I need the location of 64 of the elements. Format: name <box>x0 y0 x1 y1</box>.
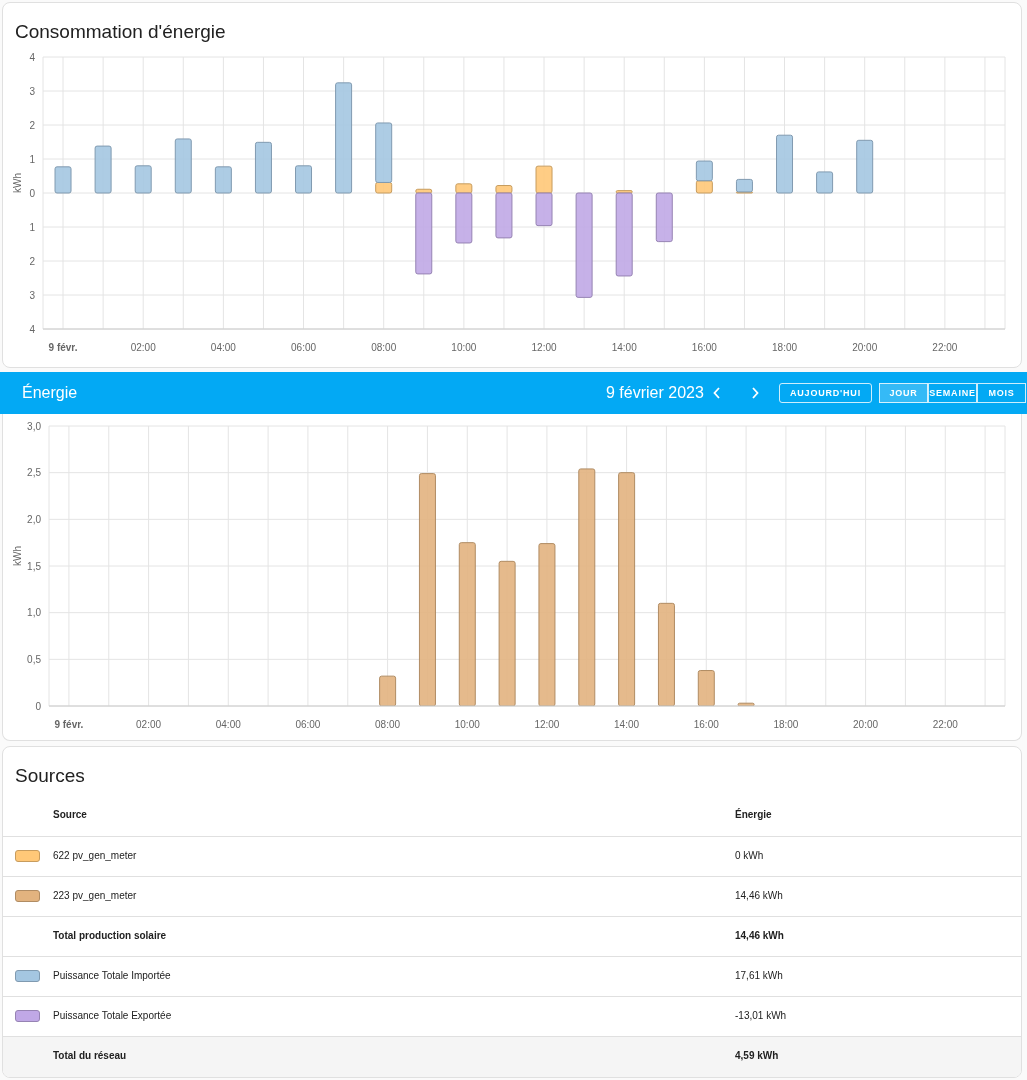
x-tick-label: 14:00 <box>614 719 640 730</box>
x-tick-label: 22:00 <box>932 342 958 353</box>
x-tick-label: 06:00 <box>295 719 321 730</box>
text: Puissance Totale Exportée <box>53 1010 172 1021</box>
y-tick-label: 1 <box>29 221 36 233</box>
text: 14,46 kWh <box>735 890 783 901</box>
y-tick-label: 1 <box>29 153 36 165</box>
text: Énergie <box>735 809 772 820</box>
y-tick-label: 2 <box>29 119 36 131</box>
x-tick-label: 22:00 <box>932 719 959 730</box>
y-tick-label: 3 <box>29 85 36 97</box>
x-tick-label: 06:00 <box>291 342 317 353</box>
y-axis-title: kWh <box>11 173 23 193</box>
y-tick-label: 4 <box>29 323 36 335</box>
x-tick-label: 08:00 <box>371 342 397 353</box>
text: 14,46 kWh <box>735 930 784 941</box>
y-tick-label: 3 <box>29 289 36 301</box>
x-tick-label: 10:00 <box>454 719 481 730</box>
x-tick-label: 12:00 <box>534 719 560 730</box>
y-tick-label: 2,5 <box>27 467 42 479</box>
chart-title: Énergie <box>22 384 78 402</box>
x-tick-label: 04:00 <box>215 719 242 730</box>
text: 17,61 kWh <box>735 970 783 981</box>
y-tick-label: 4 <box>29 51 36 63</box>
text: JOUR <box>879 383 928 403</box>
text: AUJOURD'HUI <box>779 383 872 403</box>
x-tick-label: 12:00 <box>531 342 557 353</box>
y-tick-label: 0,5 <box>27 653 42 665</box>
x-tick-label: 14:00 <box>611 342 638 353</box>
x-tick-label: 10:00 <box>451 342 477 353</box>
text: MOIS <box>977 383 1026 403</box>
y-tick-label: 1,0 <box>27 607 42 619</box>
text: 0 kWh <box>735 850 764 861</box>
x-tick-label: 18:00 <box>772 342 798 353</box>
y-axis-title: kWh <box>11 546 23 566</box>
text: Total du réseau <box>53 1050 127 1061</box>
x-tick-label: 20:00 <box>852 342 878 353</box>
text: Puissance Totale Importée <box>53 970 171 981</box>
text: 622 pv_gen_meter <box>53 850 137 861</box>
x-tick-label: 9 févr. <box>54 719 84 730</box>
y-tick-label: 2,0 <box>27 513 42 525</box>
text: 223 pv_gen_meter <box>53 890 137 901</box>
y-tick-label: 0 <box>29 187 36 199</box>
text: Source <box>53 809 87 820</box>
chart-subtitle: 9 février 2023 <box>606 384 704 402</box>
x-tick-label: 02:00 <box>130 342 157 353</box>
x-tick-label: 20:00 <box>853 719 879 730</box>
text: -13,01 kWh <box>735 1010 787 1021</box>
y-tick-label: 0 <box>35 700 42 712</box>
text: SEMAINE <box>928 383 977 403</box>
text: Sources <box>15 765 85 787</box>
x-tick-label: 9 févr. <box>48 342 78 353</box>
y-tick-label: 2 <box>29 255 36 267</box>
chart-title: Consommation d'énergie <box>15 21 226 43</box>
text: Total production solaire <box>53 930 167 941</box>
x-tick-label: 16:00 <box>691 342 718 353</box>
x-tick-label: 16:00 <box>693 719 720 730</box>
y-tick-label: 1,5 <box>27 560 42 572</box>
x-tick-label: 18:00 <box>773 719 799 730</box>
x-tick-label: 04:00 <box>210 342 237 353</box>
x-tick-label: 02:00 <box>136 719 162 730</box>
text: 4,59 kWh <box>735 1050 779 1061</box>
x-tick-label: 08:00 <box>375 719 401 730</box>
y-tick-label: 3,0 <box>27 420 42 432</box>
